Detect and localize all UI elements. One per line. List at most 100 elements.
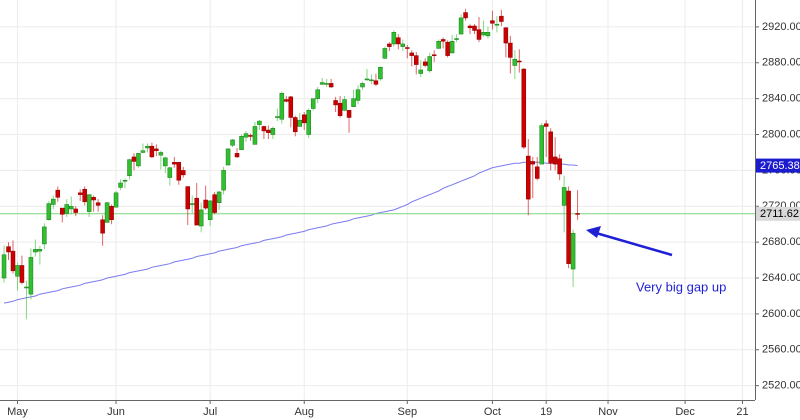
candle-body	[270, 128, 276, 135]
y-tick-label: 2800.00	[762, 128, 800, 140]
candle-body	[198, 209, 204, 227]
candle-body	[37, 249, 43, 252]
candle-body	[51, 198, 56, 205]
candle-body	[445, 41, 450, 56]
candle-body	[396, 37, 401, 45]
candle-body	[306, 110, 311, 135]
candle-body	[526, 155, 531, 200]
arrow	[595, 231, 673, 257]
ma-tag-label: 2765.38	[760, 160, 800, 172]
candle-body	[414, 55, 419, 65]
candle-body	[481, 32, 486, 36]
grid	[0, 0, 755, 400]
candle-body	[91, 197, 96, 201]
candle-body	[458, 17, 464, 35]
candle-body	[319, 82, 325, 85]
candle-body	[82, 188, 87, 203]
candle-body	[346, 110, 352, 118]
x-tick-label: May	[7, 406, 28, 418]
price-tag-label: 2711.62	[760, 208, 799, 220]
candle-body	[216, 191, 222, 203]
candle-body	[104, 202, 110, 223]
y-tick-label: 2600.00	[762, 308, 800, 320]
x-tick-label: 21	[736, 406, 748, 418]
y-tick-label: 2560.00	[762, 344, 800, 356]
candle-body	[261, 126, 267, 132]
candle-body	[207, 200, 213, 220]
candle-body	[248, 135, 253, 137]
candle-body	[315, 89, 320, 99]
candle-body	[400, 43, 406, 47]
y-tick-label: 2840.00	[762, 93, 800, 105]
candle-body	[275, 116, 280, 118]
candle-body	[122, 180, 128, 182]
candle-body	[490, 20, 495, 24]
annotation: Very big gap up	[636, 279, 726, 294]
candle-body	[566, 190, 571, 264]
candle-body	[548, 131, 553, 164]
candle-body	[476, 29, 482, 40]
candle-body	[24, 286, 29, 289]
candle-body	[284, 99, 289, 102]
candle-body	[288, 96, 294, 118]
candle-body	[42, 226, 47, 245]
candle-body	[378, 67, 383, 80]
candle-body	[463, 12, 468, 19]
x-tick-label: Dec	[675, 406, 695, 418]
candle-body	[342, 99, 347, 111]
candle-body	[113, 192, 119, 208]
candle-body	[387, 43, 392, 47]
candle-body	[225, 148, 231, 166]
candle-body	[243, 133, 249, 138]
candle-body	[494, 23, 500, 26]
candle-body	[418, 69, 423, 74]
candle-body	[570, 232, 576, 270]
candle-body	[100, 219, 105, 234]
candle-body	[172, 162, 177, 165]
candle-body	[33, 249, 38, 253]
moving-average	[3, 161, 578, 304]
candle-body	[55, 189, 61, 198]
candle-body	[239, 136, 244, 151]
candle-body	[234, 153, 240, 158]
candle-body	[499, 15, 504, 22]
y-tick-label: 2880.00	[762, 57, 800, 69]
candle-body	[467, 25, 473, 29]
candle-body	[15, 265, 20, 277]
candle-body	[136, 153, 141, 167]
candle-body	[530, 161, 536, 165]
x-tick-label: Nov	[598, 406, 618, 418]
candle-body	[557, 158, 562, 175]
y-tick-label: 2640.00	[762, 272, 800, 284]
candle-body	[181, 170, 186, 176]
candle-body	[279, 93, 285, 120]
candle-body	[1, 254, 7, 279]
y-tick-label: 2520.00	[762, 380, 800, 392]
candle-body	[64, 204, 70, 214]
candle-body	[176, 162, 182, 181]
candle-body	[575, 213, 580, 215]
candle-body	[503, 27, 509, 44]
candle-body	[19, 265, 25, 283]
candle-body	[28, 257, 34, 295]
candle-body	[257, 120, 262, 125]
candle-body	[194, 197, 199, 226]
candle-body	[293, 117, 298, 133]
candle-body	[154, 148, 159, 151]
candle-body	[77, 192, 83, 195]
candle-body	[301, 114, 307, 124]
candle-body	[539, 125, 544, 165]
candle-body	[324, 83, 329, 85]
candle-body	[60, 207, 65, 215]
candle-body	[472, 25, 477, 31]
candle-body	[337, 102, 343, 116]
candle-body	[6, 246, 11, 253]
x-tick-label: 19	[540, 406, 552, 418]
candle-body	[351, 98, 356, 107]
candle-body	[95, 202, 101, 206]
candle-body	[512, 58, 518, 66]
candle-body	[355, 89, 361, 101]
candle-body	[127, 159, 132, 177]
candle-body	[364, 78, 370, 81]
